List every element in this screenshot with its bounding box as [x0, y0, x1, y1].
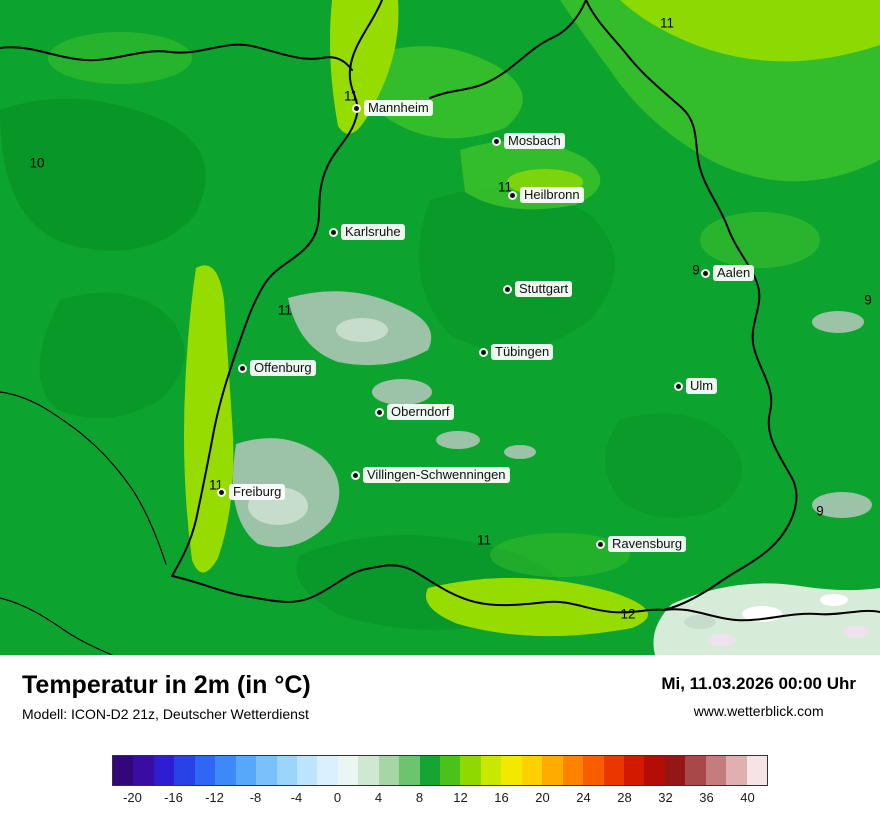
map-footer: Temperatur in 2m (in °C) Modell: ICON-D2…	[0, 655, 880, 830]
legend-tick: 12	[453, 790, 468, 805]
legend-tick: -20	[123, 790, 142, 805]
legend-tick: 0	[333, 790, 342, 805]
legend-segment	[440, 756, 461, 785]
legend-segment	[256, 756, 277, 785]
legend-tick: 16	[494, 790, 509, 805]
footer-left: Temperatur in 2m (in °C) Modell: ICON-D2…	[22, 671, 311, 722]
legend-segment	[623, 756, 645, 785]
legend-segment	[746, 756, 767, 785]
legend-segment	[317, 756, 338, 785]
forecast-datetime: Mi, 11.03.2026 00:00 Uhr	[661, 674, 856, 693]
legend-segment	[542, 756, 563, 785]
legend-segment	[337, 756, 359, 785]
page-title: Temperatur in 2m (in °C)	[22, 671, 311, 699]
legend-segment	[521, 756, 543, 785]
legend-segment	[480, 756, 502, 785]
legend-segment	[296, 756, 318, 785]
legend-tick: 36	[699, 790, 714, 805]
legend-tick: -8	[249, 790, 262, 805]
legend-tick: -12	[205, 790, 224, 805]
map-area: 11 10 11 11 11 9 9 11 9 11 12 Mannheim Mosbach Heilb…	[0, 0, 880, 655]
legend-segment	[133, 756, 154, 785]
footer-text-row: Temperatur in 2m (in °C) Modell: ICON-D2…	[0, 655, 880, 722]
footer-right: Mi, 11.03.2026 00:00 Uhr www.wetterblick…	[661, 671, 856, 719]
legend-segment	[358, 756, 379, 785]
legend-segment	[399, 756, 420, 785]
model-info: Modell: ICON-D2 21z, Deutscher Wetterdie…	[22, 706, 309, 722]
map-graphic	[0, 0, 880, 655]
legend-segment	[153, 756, 175, 785]
legend-tick: 20	[535, 790, 550, 805]
legend-segment	[419, 756, 440, 785]
legend-segment	[562, 756, 584, 785]
legend-tick: 8	[415, 790, 424, 805]
legend-segment	[460, 756, 481, 785]
legend-segment	[664, 756, 686, 785]
legend-segment	[174, 756, 195, 785]
legend-tick: 40	[740, 790, 755, 805]
legend-colorbar	[112, 755, 768, 786]
border-lines	[0, 0, 880, 655]
legend-segment	[235, 756, 257, 785]
temperature-legend: -20 -16 -12 -8 -4 0 4 8 12 16 20 24 28 32 36 40	[112, 755, 768, 810]
legend-tick: 32	[658, 790, 673, 805]
legend-segment	[276, 756, 297, 785]
legend-segment	[378, 756, 400, 785]
legend-tick-labels: -20 -16 -12 -8 -4 0 4 8 12 16 20 24 28 32 36 40	[112, 790, 768, 810]
legend-segment	[726, 756, 747, 785]
legend-segment	[603, 756, 624, 785]
legend-tick: 24	[576, 790, 591, 805]
legend-segment	[113, 756, 134, 785]
legend-tick: 28	[617, 790, 632, 805]
legend-segment	[644, 756, 665, 785]
legend-tick: -16	[164, 790, 183, 805]
legend-tick: -4	[290, 790, 303, 805]
website-label: www.wetterblick.com	[693, 703, 824, 719]
legend-segment	[501, 756, 522, 785]
legend-segment	[194, 756, 216, 785]
legend-segment	[583, 756, 604, 785]
legend-segment	[705, 756, 727, 785]
legend-segment	[215, 756, 236, 785]
legend-tick: 4	[374, 790, 383, 805]
legend-segment	[685, 756, 706, 785]
